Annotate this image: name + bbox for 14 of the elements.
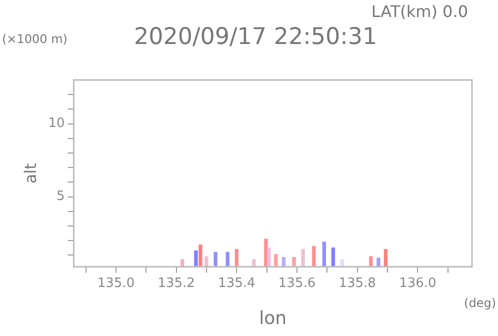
y-tick-label: 5 — [56, 189, 65, 204]
x-tick-label: 135.8 — [338, 276, 376, 291]
x-tick-label: 136.0 — [399, 276, 436, 291]
text: (deg) — [464, 296, 496, 310]
chart-title: 2020/09/17 22:50:31 — [134, 24, 378, 50]
x-tick-label: 135.4 — [218, 276, 256, 291]
text: LAT(km) 0.0 — [371, 2, 468, 21]
text: (×1000 m) — [2, 32, 68, 46]
x-tick-label: 135.0 — [97, 276, 135, 291]
x-tick-label: 135.2 — [158, 276, 195, 291]
y-axis-title: alt — [20, 163, 40, 184]
x-tick-label: 135.6 — [278, 276, 316, 291]
y-tick-label: 10 — [48, 116, 65, 132]
x-axis-title: lon — [259, 308, 287, 329]
